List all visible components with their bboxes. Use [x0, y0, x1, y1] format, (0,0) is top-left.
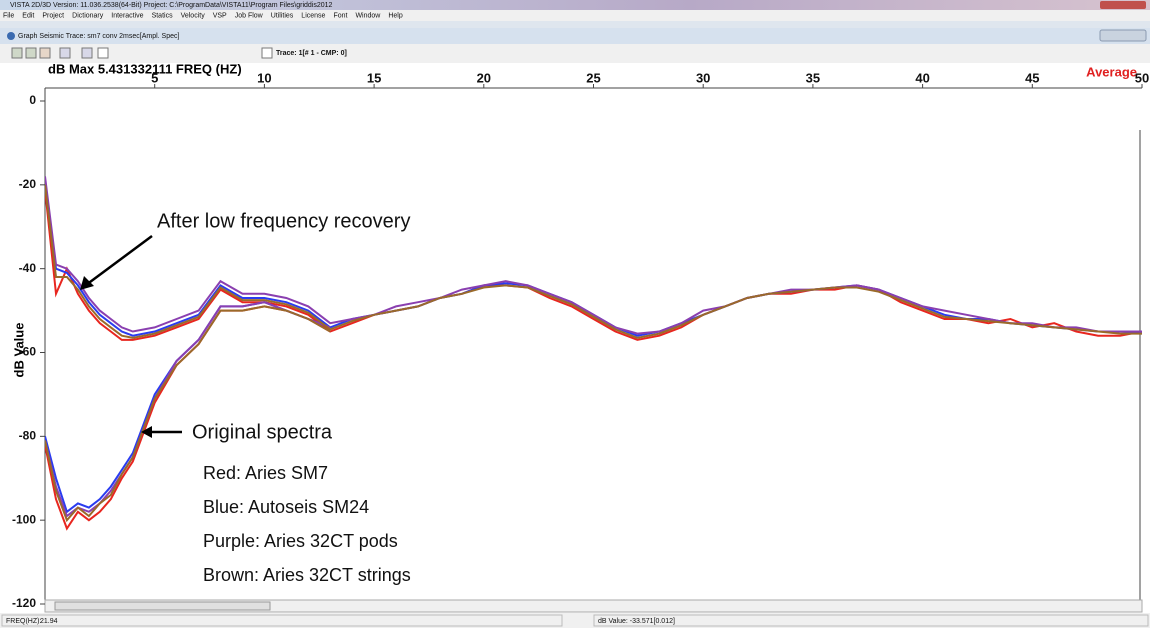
legend-entry: Purple: Aries 32CT pods	[203, 531, 398, 551]
spectrum-line	[45, 188, 1142, 341]
x-tick-label: 15	[367, 70, 381, 85]
x-tick-label: 35	[806, 70, 820, 85]
status-bar	[0, 613, 1150, 628]
spectrum-line	[45, 176, 1142, 335]
y-axis-label: dB Value	[11, 323, 26, 378]
y-tick-label: -120	[12, 596, 36, 610]
status-pane	[1, 614, 563, 627]
window-title: VISTA 2D/3D Version: 11.036.2538(64-Bit)…	[10, 2, 333, 9]
menu-item[interactable]: Font	[333, 12, 347, 19]
legend-entry: Brown: Aries 32CT strings	[203, 565, 411, 585]
menu-item[interactable]: Job Flow	[235, 12, 264, 19]
menu-item[interactable]: Dictionary	[72, 12, 104, 19]
annotation: After low frequency recovery	[157, 210, 410, 232]
spectrum-line	[45, 305, 331, 523]
status-freq-value: 21.94	[40, 618, 58, 625]
menu-item[interactable]: VSP	[213, 12, 227, 19]
menu-item[interactable]: Edit	[22, 12, 34, 19]
child-controls[interactable]	[1099, 29, 1147, 42]
menu-item[interactable]: License	[301, 12, 325, 19]
menu-item[interactable]: Help	[388, 12, 403, 19]
x-tick-label: 5	[151, 70, 158, 85]
menu-item[interactable]: File	[3, 12, 14, 19]
y-tick-label: -40	[19, 261, 37, 275]
y-tick-label: 0	[29, 93, 36, 107]
y-tick-label: -20	[19, 177, 37, 191]
title-bar	[0, 0, 1150, 10]
y-tick-label: -80	[19, 429, 37, 443]
menu-item[interactable]: Statics	[152, 12, 174, 19]
menu-item[interactable]: Velocity	[181, 12, 206, 19]
annotation: Original spectra	[192, 421, 333, 443]
toolbar	[0, 44, 1150, 63]
menu-item[interactable]: Interactive	[111, 12, 143, 19]
x-tick-label: 40	[915, 70, 929, 85]
menu-item[interactable]: Utilities	[271, 12, 294, 19]
chart-header: dB Max 5.431332111 FREQ (HZ)	[48, 61, 242, 76]
status-freq-label: FREQ(HZ):	[6, 618, 41, 625]
menu-item[interactable]: Project	[42, 12, 64, 19]
x-tick-label: 10	[257, 70, 271, 85]
spectrum-line	[45, 184, 1142, 339]
x-tick-label: 45	[1025, 70, 1039, 85]
average-label: Average	[1086, 64, 1137, 79]
document-title: Graph Seismic Trace: sm7 conv 2msec[Ampl…	[18, 33, 179, 40]
trace-info: Trace: 1[# 1 - CMP: 0]	[276, 50, 347, 57]
menu-bar	[0, 10, 1150, 21]
arrowhead	[141, 426, 152, 438]
arrow	[85, 234, 153, 287]
x-tick-label: 30	[696, 70, 710, 85]
legend-entry: Red: Aries SM7	[203, 463, 328, 483]
window-controls[interactable]	[1100, 1, 1146, 9]
doc-icon	[7, 32, 15, 40]
child-title-bar	[0, 28, 1150, 44]
x-tick-label: 50	[1135, 70, 1149, 85]
graph-canvas	[0, 63, 1150, 613]
status-value: dB Value: -33.571[0.012]	[598, 618, 675, 625]
toolbar-buttons[interactable]	[11, 47, 273, 59]
x-tick-label: 20	[477, 70, 491, 85]
y-tick-label: -60	[19, 345, 37, 359]
x-tick-label: 25	[586, 70, 600, 85]
scroll-thumb[interactable]	[54, 601, 271, 611]
menu-item[interactable]: Window	[355, 12, 381, 19]
h-scrollbar[interactable]	[44, 599, 1143, 613]
status-pane	[593, 614, 1149, 627]
y-tick-label: -100	[12, 512, 36, 526]
legend-entry: Blue: Autoseis SM24	[203, 497, 369, 517]
arrowhead	[80, 276, 94, 290]
